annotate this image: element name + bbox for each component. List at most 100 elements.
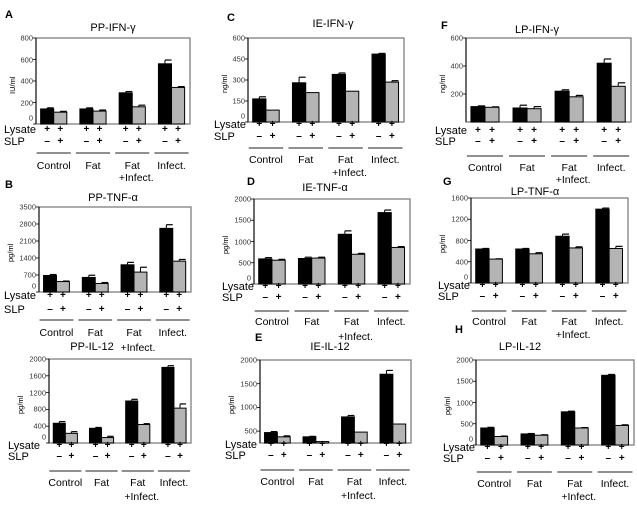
panel-d-slp-sign: – <box>302 292 308 303</box>
panel-pp-il12-category-label: Control <box>48 477 83 489</box>
bar-panel-b-fat-infect--lysate <box>120 264 135 293</box>
panel-e-slp-sign: + <box>396 450 403 461</box>
panel-c-slp-sign: – <box>296 131 302 142</box>
panel-f-lysate-sign: + <box>559 125 566 136</box>
panel-c-letter: C <box>227 12 235 24</box>
panel-b-slp-sign: + <box>60 304 66 315</box>
panel-f-lysate-sign: + <box>475 125 481 136</box>
bar-panel-b-fat-infect--slp <box>133 271 148 293</box>
panel-pp-il12-lysate-sign: + <box>177 440 183 451</box>
bar-panel-pp-il12-fat-infect--lysate <box>125 400 139 444</box>
panel-b-slp-label: SLP <box>4 304 25 316</box>
bar-panel-b-infect--slp <box>172 260 187 293</box>
panel-a-category-label: Fat <box>124 160 140 172</box>
panel-h-lysate-sign: + <box>497 442 504 453</box>
panel-h-title: LP-IL-12 <box>498 341 542 353</box>
panel-e-lysate-sign: + <box>345 439 351 450</box>
panel-d-lysate-sign: + <box>315 281 322 292</box>
panel-f-slp-sign: – <box>475 136 481 147</box>
panel-b-lysate-sign: + <box>124 290 131 301</box>
panel-e-letter: E <box>255 332 263 344</box>
panel-d-ytick-label: 1000 <box>234 236 251 246</box>
panel-a-slp-sign: – <box>122 136 129 147</box>
panel-e-ytick-label: 1000 <box>240 402 257 412</box>
panel-f-lysate-sign: + <box>573 125 580 136</box>
panel-b-slp-sign: – <box>163 304 170 315</box>
panel-c-lysate-sign: + <box>375 119 382 130</box>
panel-b-lysate-sign: + <box>98 290 105 301</box>
panel-a-category-label: Control <box>36 160 71 172</box>
panel-d-slp-sign: + <box>394 292 401 303</box>
panel-c-category-label: +Infect. <box>332 167 367 179</box>
panel-a-category-label: +Infect. <box>118 172 154 184</box>
panel-f-category-label: Fat <box>519 162 535 174</box>
panel-d-lysate-sign: + <box>341 281 348 292</box>
panel-pp-il12-category-label: +Infect. <box>124 491 160 503</box>
panel-g-lysate-sign: + <box>492 280 499 291</box>
panel-a-slp-sign: + <box>175 136 181 147</box>
bar-panel-a-fat-infect--lysate <box>118 92 133 125</box>
panel-d-lysate-sign: + <box>381 281 388 292</box>
panel-d-slp-sign: + <box>355 292 362 303</box>
panel-e-category-label: Control <box>260 476 295 488</box>
panel-h-category-label: Control <box>477 478 512 490</box>
panel-g-category-label: Fat <box>521 316 537 328</box>
panel-g-category-label: +Infect. <box>555 329 591 341</box>
bar-panel-d-fat-infect--slp <box>351 253 366 285</box>
panel-h-slp-label: SLP <box>443 453 464 465</box>
panel-c-lysate-label: Lysate <box>214 119 247 131</box>
panel-a-lysate-sign: + <box>83 124 90 135</box>
panel-c-lysate-sign: + <box>335 119 342 130</box>
bar-panel-e-infect--slp <box>392 423 407 444</box>
panel-d-category-label: Infect. <box>376 316 406 328</box>
bar-panel-a-control-slp <box>53 111 68 125</box>
bar-panel-f-fat-lysate <box>512 107 528 123</box>
panel-h-lysate-sign: + <box>578 442 585 453</box>
panel-f-lysate-sign: + <box>531 125 537 136</box>
panel-pp-il12-category-label: Fat <box>93 477 110 489</box>
panel-a-lysate-label: Lysate <box>4 124 37 136</box>
panel-a-slp-sign: + <box>135 136 142 147</box>
panel-b-slp-sign: – <box>124 304 131 315</box>
panel-b-ytick-label: 0 <box>31 281 36 291</box>
panel-c-slp-sign: + <box>349 131 356 142</box>
panel-c-slp-sign: – <box>256 131 263 142</box>
panel-c-title: IE-IFN-γ <box>312 18 354 30</box>
panel-pp-il12-slp-sign: + <box>140 451 147 462</box>
panel-d-letter: D <box>247 176 255 188</box>
panel-c-lysate-sign: + <box>388 119 395 130</box>
panel-pp-il12-slp-sign: – <box>128 451 135 462</box>
panel-d-slp-sign: – <box>381 292 388 303</box>
bar-panel-pp-il12-infect--slp <box>173 407 187 444</box>
bar-panel-d-fat-infect--lysate <box>337 233 352 285</box>
bar-panel-a-fat-infect--slp <box>131 106 146 125</box>
panel-g-category-label: Control <box>472 316 506 328</box>
panel-d-slp-sign: – <box>262 292 269 303</box>
panel-c-lysate-sign: + <box>269 119 276 130</box>
panel-e-ytick-label: 500 <box>244 426 257 436</box>
panel-pp-il12-lysate-sign: + <box>165 440 171 451</box>
panel-d-slp-sign: + <box>315 292 322 303</box>
panel-h-lysate-sign: + <box>618 442 625 453</box>
panel-b-slp-sign: – <box>47 304 53 315</box>
panel-pp-il12-slp-sign: – <box>92 451 99 462</box>
panel-f-category-label: Fat <box>561 162 577 174</box>
panel-e-lysate-label: Lysate <box>225 439 258 451</box>
panel-e-slp-sign: + <box>280 450 287 461</box>
panel-pp-il12-ytick-label: 0 <box>41 432 46 442</box>
panel-c-category-label: Infect. <box>370 154 400 166</box>
panel-b-slp-sign: + <box>98 304 105 315</box>
panel-f-slp-sign: – <box>517 136 523 147</box>
panel-d-category-label: Fat <box>343 316 360 328</box>
bar-panel-g-fat-infect--slp <box>568 247 583 284</box>
panel-b-letter: B <box>5 179 13 191</box>
panel-b-title: PP-TNF-α <box>88 192 138 204</box>
panel-pp-il12-ytick-label: 400 <box>33 421 46 431</box>
bar-panel-g-control-lysate <box>475 248 490 284</box>
panel-g-category-label: Fat <box>561 316 577 328</box>
panel-f-slp-sign: + <box>615 136 622 147</box>
bar-panel-b-infect--lysate <box>159 227 174 293</box>
bar-panel-f-control-lysate <box>470 106 486 123</box>
panel-e-ytick-label: 1500 <box>240 378 257 388</box>
